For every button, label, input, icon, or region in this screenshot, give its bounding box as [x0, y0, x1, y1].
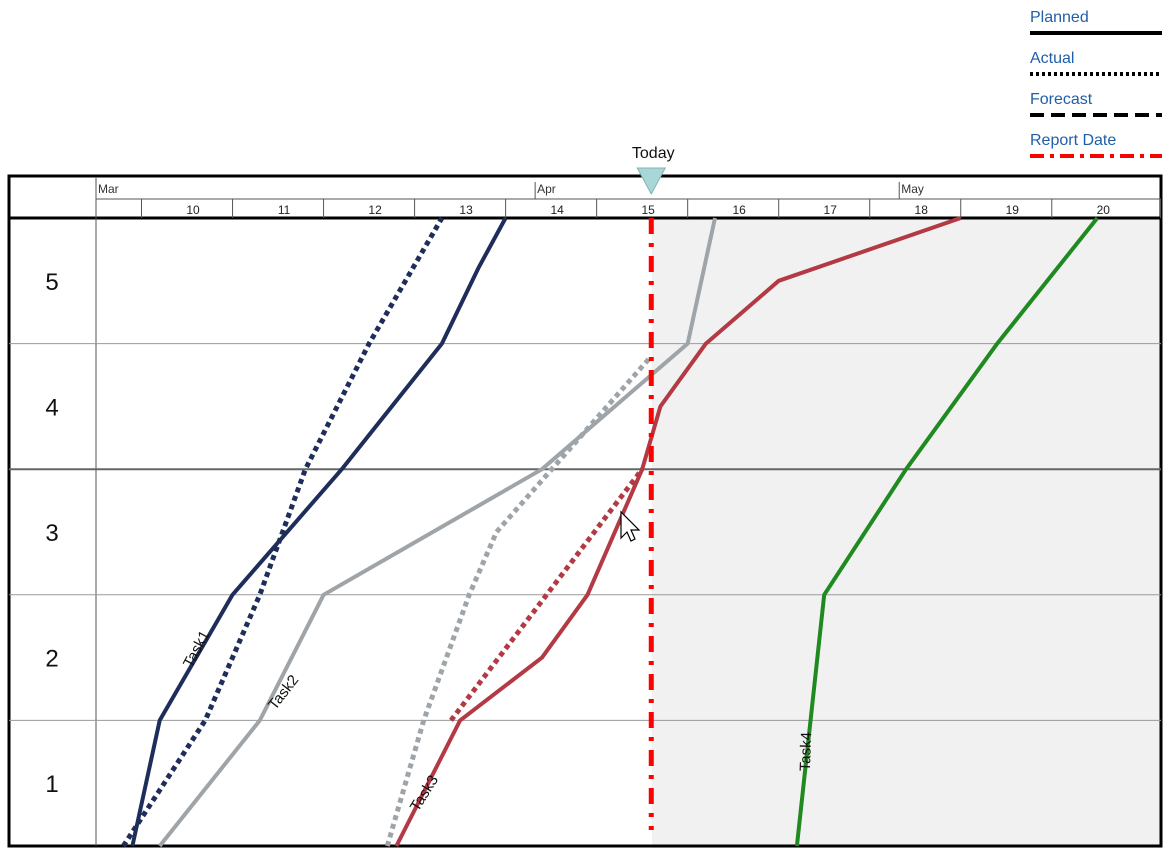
- task4-label: Task4: [797, 732, 815, 772]
- month-label-may: May: [901, 182, 924, 196]
- week-label-14: 14: [550, 203, 564, 217]
- forecast-area-shading: [652, 218, 1162, 848]
- week-label-16: 16: [732, 203, 746, 217]
- legend-label-forecast: Forecast: [1030, 91, 1093, 108]
- row-label-1: 1: [45, 771, 58, 798]
- week-label-13: 13: [459, 203, 473, 217]
- legend-label-actual: Actual: [1030, 50, 1074, 67]
- week-labels: 10 11 12 13 14 15 16 17 18 19 20: [186, 203, 1110, 217]
- task1-actual-line: [121, 216, 445, 848]
- task2-planned-line: [158, 217, 717, 848]
- month-labels: Mar Apr May: [98, 182, 924, 196]
- task1-label: Task1: [180, 628, 213, 671]
- task2-label: Task2: [265, 672, 303, 713]
- task4-planned-line: [794, 216, 1099, 847]
- today-marker-icon: [636, 167, 667, 196]
- week-label-10: 10: [186, 203, 200, 217]
- grid-lines: [9, 343, 1161, 721]
- week-ticks: [141, 182, 1161, 218]
- legend: Planned Actual Forecast Report Date: [1030, 9, 1162, 158]
- week-label-17: 17: [824, 203, 838, 217]
- task1-planned-line: [130, 217, 508, 847]
- week-label-18: 18: [915, 203, 929, 217]
- week-label-15: 15: [641, 203, 655, 217]
- series-lines: [121, 216, 1099, 848]
- task2-actual-line: [384, 354, 654, 847]
- legend-label-planned: Planned: [1030, 9, 1089, 26]
- month-label-mar: Mar: [98, 182, 119, 196]
- row-labels: 1 2 3 4 5: [45, 269, 58, 798]
- legend-label-report-date: Report Date: [1030, 132, 1116, 149]
- row-label-2: 2: [45, 646, 58, 673]
- task3-label: Task3: [407, 772, 442, 814]
- week-label-19: 19: [1006, 203, 1020, 217]
- row-label-5: 5: [45, 269, 58, 296]
- row-label-4: 4: [45, 394, 58, 421]
- task3-actual-line: [449, 467, 645, 722]
- week-label-12: 12: [368, 203, 382, 217]
- week-label-20: 20: [1097, 203, 1111, 217]
- month-label-apr: Apr: [537, 182, 556, 196]
- today-label: Today: [632, 145, 675, 162]
- row-label-3: 3: [45, 520, 58, 547]
- chart-frame: [7, 174, 1163, 848]
- mouse-cursor-icon: [620, 510, 641, 542]
- week-label-11: 11: [278, 203, 291, 217]
